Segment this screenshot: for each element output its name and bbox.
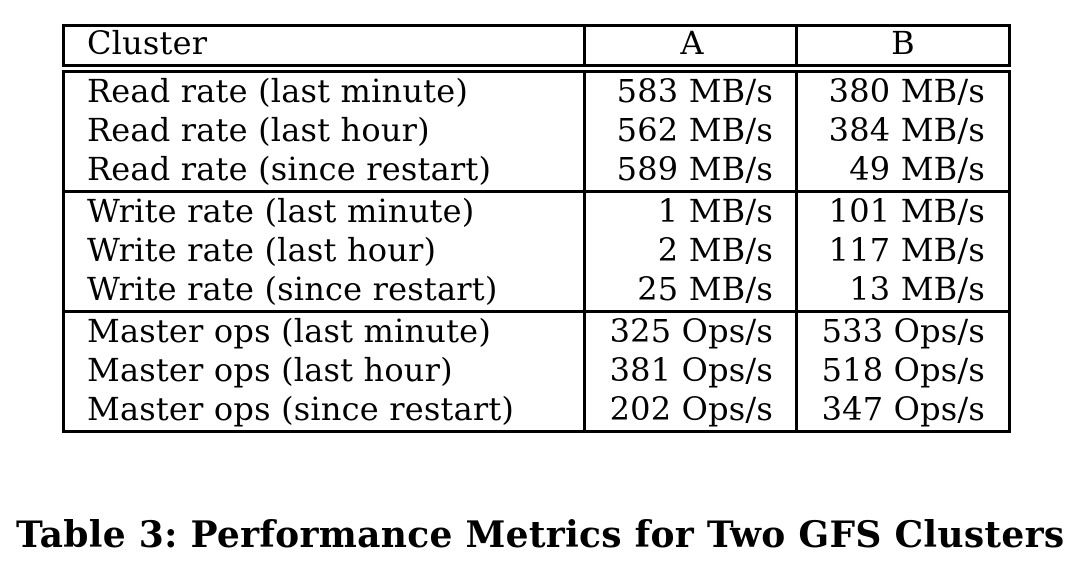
body-col-divider-1 [583, 70, 586, 433]
table-row-value-b: 347 Ops/s [821, 390, 985, 428]
table-row-value-b: 518 Ops/s [821, 351, 985, 389]
table-row-value-a: 325 Ops/s [609, 312, 773, 350]
table-row-value-b: 384 MB/s [828, 111, 985, 149]
table-row-metric: Read rate (last hour) [87, 111, 430, 149]
metrics-table: Cluster A B Read rate (last minute) 583 … [62, 24, 1011, 433]
table-row-metric: Master ops (since restart) [87, 390, 515, 428]
table-top-rule [62, 24, 1011, 27]
body-right-border [1008, 70, 1011, 433]
table-row-metric: Master ops (last minute) [87, 312, 492, 350]
table-row-metric: Write rate (since restart) [87, 270, 498, 308]
table-row-value-a: 25 MB/s [637, 270, 773, 308]
header-right-border [1008, 24, 1011, 67]
header-cluster: Cluster [87, 24, 208, 62]
header-cluster-a: A [680, 24, 704, 62]
table-row-value-b: 117 MB/s [828, 231, 985, 269]
header-cluster-b: B [891, 24, 915, 62]
table-row-metric: Write rate (last hour) [87, 231, 437, 269]
body-col-divider-2 [795, 70, 798, 433]
header-col-divider-2 [795, 24, 798, 67]
header-col-divider-1 [583, 24, 586, 67]
table-row-value-b: 380 MB/s [828, 72, 985, 110]
body-top-rule [62, 70, 1011, 73]
table-row-value-b: 49 MB/s [849, 150, 985, 188]
table-row-metric: Write rate (last minute) [87, 192, 475, 230]
group-divider-2 [62, 310, 1011, 313]
table-row-metric: Read rate (last minute) [87, 72, 469, 110]
body-left-border [62, 70, 65, 433]
table-row-value-a: 381 Ops/s [609, 351, 773, 389]
table-row-value-a: 202 Ops/s [609, 390, 773, 428]
table-row-value-a: 2 MB/s [657, 231, 773, 269]
table-row-metric: Read rate (since restart) [87, 150, 492, 188]
header-left-border [62, 24, 65, 67]
table-row-value-b: 13 MB/s [849, 270, 985, 308]
table-bottom-rule [62, 430, 1011, 433]
table-row-value-a: 589 MB/s [616, 150, 773, 188]
group-divider-1 [62, 190, 1011, 193]
table-row-value-a: 583 MB/s [616, 72, 773, 110]
table-caption: Table 3: Performance Metrics for Two GFS… [16, 514, 1065, 556]
table-row-value-a: 562 MB/s [616, 111, 773, 149]
table-row-value-a: 1 MB/s [657, 192, 773, 230]
table-row-value-b: 533 Ops/s [821, 312, 985, 350]
table-row-metric: Master ops (last hour) [87, 351, 453, 389]
header-bottom-rule [62, 64, 1011, 67]
table-row-value-b: 101 MB/s [828, 192, 985, 230]
